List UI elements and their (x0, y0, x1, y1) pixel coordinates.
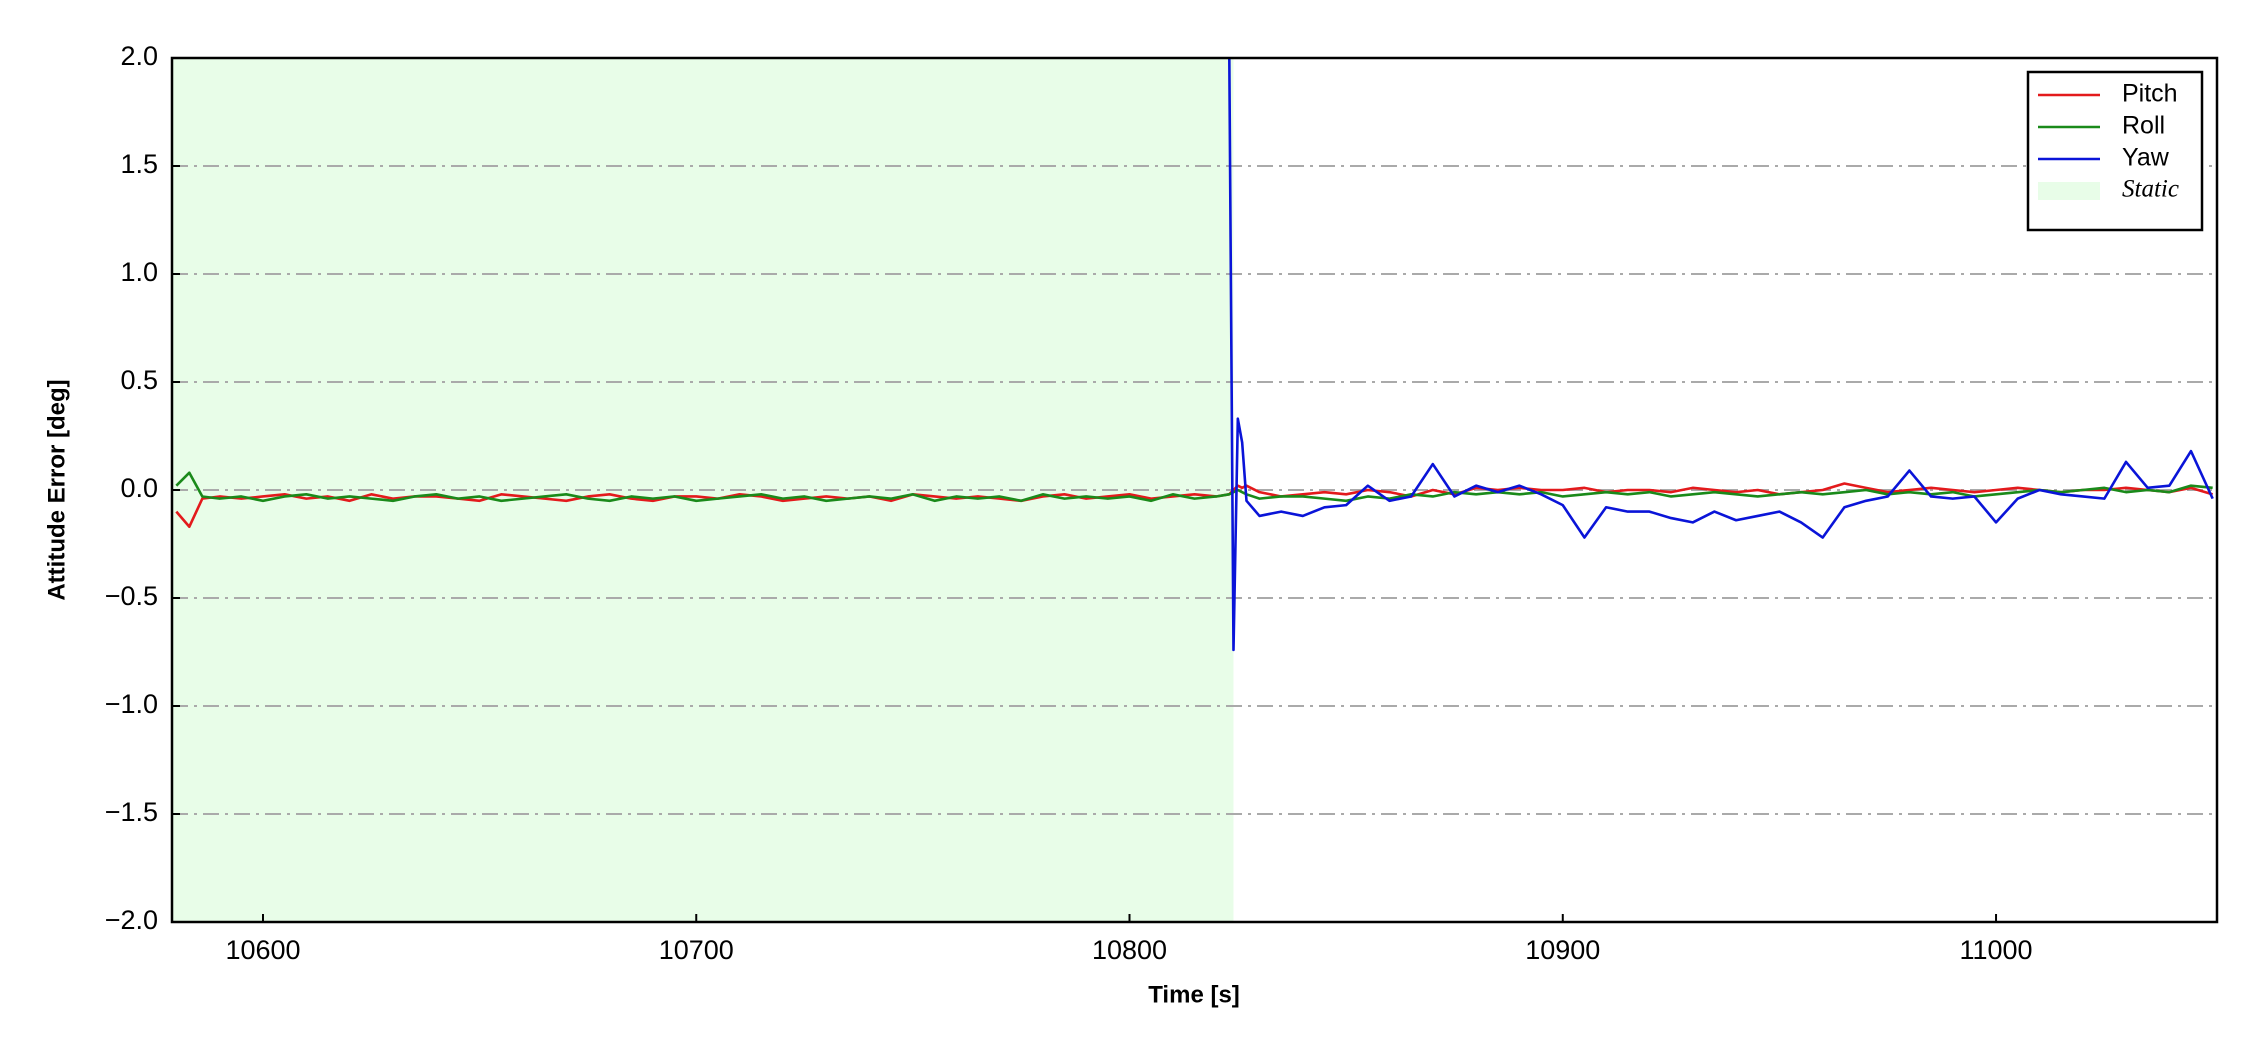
x-tick-label: 11000 (1959, 935, 2032, 965)
x-tick-label: 10600 (225, 935, 300, 965)
y-tick-label: 0.0 (120, 473, 158, 503)
y-axis-label: Attitude Error [deg] (43, 379, 70, 600)
y-tick-label: −1.5 (105, 797, 158, 827)
ticks: −2.0 −1.5 −1.0 −0.5 0.0 0.5 1.0 1.5 2.0 10600 1070… (105, 41, 2033, 965)
legend-box (2026, 70, 2204, 232)
lines (175, 58, 2214, 652)
legend-label: Roll (2122, 112, 2165, 140)
y-tick-label: −2.0 (105, 905, 158, 935)
y-tick-label: 2.0 (120, 41, 158, 71)
legend-swatch (2038, 182, 2100, 200)
y-tick-label: 0.5 (120, 365, 158, 395)
x-axis-label: Time [s] (1148, 981, 1240, 1008)
legend: Pitch Roll Yaw Static (2026, 70, 2204, 232)
y-tick-label: 1.5 (120, 149, 158, 179)
x-tick-label: 10700 (659, 935, 734, 965)
x-tick-label: 10900 (1525, 935, 1600, 965)
y-tick-label: 1.0 (120, 257, 158, 287)
y-tick-label: −0.5 (105, 581, 158, 611)
legend-label: Yaw (2122, 144, 2170, 172)
legend-label: Pitch (2122, 80, 2178, 108)
legend-label: Static (2122, 176, 2179, 203)
y-tick-label: −1.0 (105, 689, 158, 719)
series-line (1228, 58, 2214, 652)
x-tick-label: 10800 (1092, 935, 1167, 965)
series-line (175, 471, 2213, 503)
